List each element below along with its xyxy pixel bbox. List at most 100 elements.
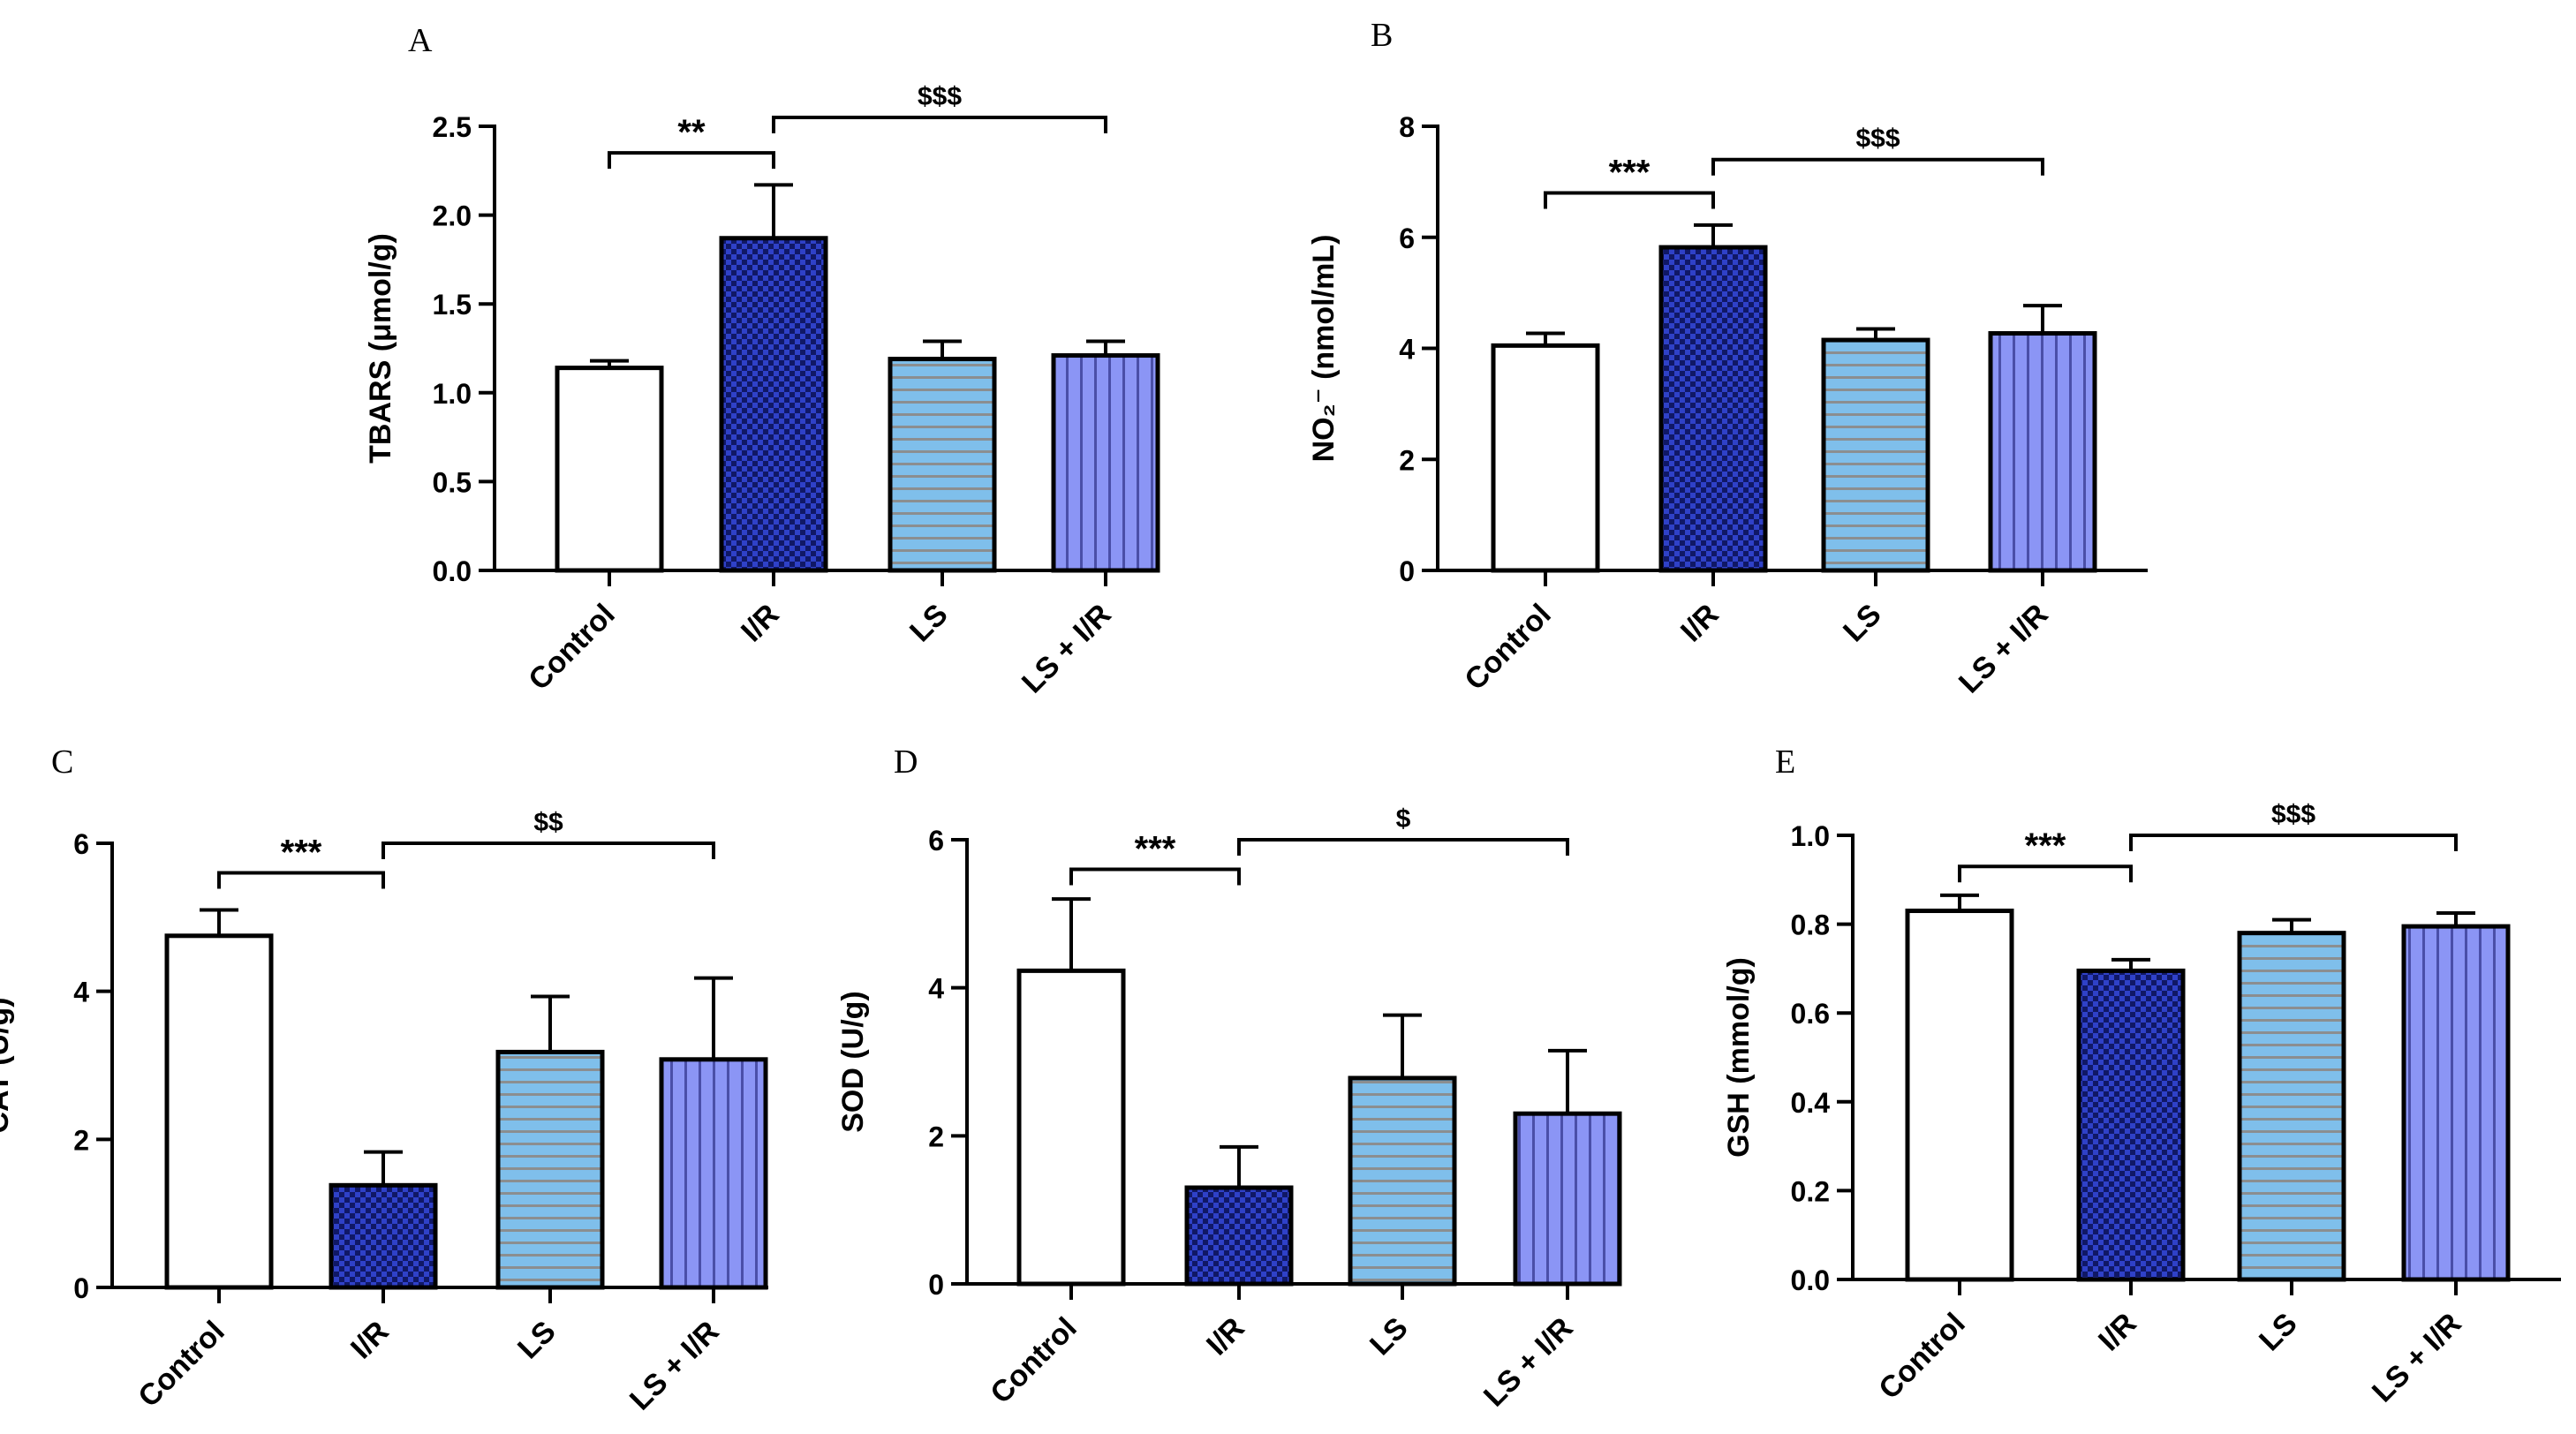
y-tick-label: 4 bbox=[73, 977, 89, 1008]
significance-bracket bbox=[1237, 838, 1569, 856]
bar-ls bbox=[1348, 1076, 1457, 1287]
significance-label: $ bbox=[1396, 804, 1411, 834]
y-tick-label: 0.6 bbox=[1791, 998, 1830, 1030]
y-tick-label: 1.0 bbox=[433, 378, 472, 410]
significance-bracket bbox=[772, 115, 1107, 133]
chart-panel-c: C CAT (U/g) 0 2 4 6 Control I/R LS LS + I/R *** $$ bbox=[0, 743, 768, 1416]
significance-bracket bbox=[1069, 867, 1241, 886]
chart-panel-d: D SOD (U/g) 0 2 4 6 Control I/R LS LS + I/R *** $ bbox=[836, 743, 1622, 1414]
x-tick-label: I/R bbox=[2092, 1307, 2143, 1358]
y-tick-label: 0.0 bbox=[433, 555, 472, 587]
panel-label: E bbox=[1775, 743, 1795, 781]
y-tick-label: 4 bbox=[928, 973, 944, 1005]
significance-label: $$ bbox=[533, 808, 563, 837]
bar-control bbox=[555, 366, 664, 573]
bar-ls-i-r bbox=[2401, 924, 2511, 1282]
significance-bracket bbox=[1958, 864, 2133, 883]
significance-bracket bbox=[217, 871, 385, 889]
bar-ls-i-r bbox=[1051, 353, 1160, 573]
y-tick-label: 1.0 bbox=[1791, 820, 1830, 852]
bar-ls-i-r bbox=[659, 1057, 768, 1290]
y-axis-label: GSH (mmol/g) bbox=[1722, 957, 1756, 1158]
significance-label: ** bbox=[677, 113, 706, 152]
x-tick-label: I/R bbox=[1200, 1311, 1251, 1362]
y-tick-label: 2 bbox=[73, 1124, 89, 1156]
significance-label: $$$ bbox=[2271, 800, 2315, 829]
bar-i-r bbox=[329, 1182, 438, 1290]
bar-i-r bbox=[1658, 245, 1768, 573]
y-tick-label: 0 bbox=[73, 1272, 89, 1304]
x-tick-label: LS + I/R bbox=[1477, 1311, 1580, 1414]
significance-bracket bbox=[608, 151, 775, 170]
x-tick-label: LS bbox=[1837, 598, 1888, 649]
chart-panel-e: E GSH (mmol/g) 0.0 0.2 0.4 0.6 0.8 1.0 Control I/… bbox=[1722, 743, 2561, 1408]
significance-label: *** bbox=[2025, 826, 2066, 865]
x-tick-label: I/R bbox=[344, 1315, 396, 1366]
y-tick-label: 1.5 bbox=[433, 289, 472, 321]
x-tick-label: LS bbox=[511, 1315, 563, 1366]
x-tick-label: LS bbox=[903, 598, 955, 649]
x-tick-label: Control bbox=[132, 1315, 230, 1414]
significance-bracket bbox=[1711, 157, 2044, 176]
y-tick-label: 2.0 bbox=[433, 200, 472, 232]
y-tick-label: 2 bbox=[928, 1121, 944, 1152]
x-tick-label: Control bbox=[1872, 1307, 1971, 1406]
y-axis-label: SOD (U/g) bbox=[836, 991, 870, 1133]
bar-i-r bbox=[2076, 968, 2186, 1282]
y-tick-label: 6 bbox=[928, 825, 944, 857]
x-tick-label: Control bbox=[1458, 598, 1557, 697]
significance-bracket bbox=[381, 842, 715, 859]
y-tick-label: 4 bbox=[1399, 334, 1415, 366]
y-tick-label: 0.2 bbox=[1791, 1175, 1830, 1207]
x-tick-label: I/R bbox=[735, 598, 786, 649]
bar-ls bbox=[495, 1049, 605, 1290]
significance-label: $$$ bbox=[918, 82, 962, 111]
y-tick-label: 6 bbox=[1399, 223, 1415, 254]
panel-label: C bbox=[51, 743, 73, 781]
y-axis-label: CAT (U/g) bbox=[0, 997, 15, 1133]
x-tick-label: LS + I/R bbox=[1953, 598, 2055, 700]
significance-label: *** bbox=[1609, 153, 1651, 192]
y-tick-label: 6 bbox=[73, 828, 89, 860]
y-tick-label: 0 bbox=[1399, 555, 1415, 587]
bar-control bbox=[1905, 909, 2014, 1282]
y-tick-label: 0.4 bbox=[1791, 1087, 1831, 1119]
y-tick-label: 0 bbox=[928, 1269, 944, 1301]
y-tick-label: 0.0 bbox=[1791, 1264, 1830, 1296]
x-tick-label: Control bbox=[984, 1311, 1083, 1410]
bar-ls bbox=[1821, 337, 1930, 573]
significance-bracket bbox=[2129, 834, 2458, 851]
bar-ls bbox=[888, 357, 997, 573]
y-axis-label: NO₂⁻ (nmol/mL) bbox=[1307, 235, 1341, 463]
x-tick-label: LS bbox=[2253, 1307, 2304, 1358]
bar-ls-i-r bbox=[1513, 1111, 1622, 1287]
y-tick-label: 2 bbox=[1399, 444, 1415, 476]
x-tick-label: LS + I/R bbox=[623, 1315, 726, 1417]
y-tick-label: 0.8 bbox=[1791, 909, 1830, 941]
bar-control bbox=[164, 933, 274, 1290]
panel-label: B bbox=[1371, 17, 1393, 54]
significance-bracket bbox=[1544, 191, 1715, 209]
significance-label: *** bbox=[281, 834, 322, 872]
x-tick-label: LS + I/R bbox=[2366, 1307, 2468, 1409]
chart-panel-b: B NO₂⁻ (nmol/mL) 0 2 4 6 8 Control I/R LS LS + I/R… bbox=[1307, 17, 2148, 699]
x-tick-label: LS bbox=[1364, 1311, 1415, 1362]
bar-control bbox=[1491, 343, 1600, 573]
chart-panel-a: A TBARS (μmol/g) 0.0 0.5 1.0 1.5 2.0 2.5 Control… bbox=[364, 22, 1160, 700]
bar-i-r bbox=[719, 236, 828, 573]
bar-control bbox=[1016, 968, 1126, 1287]
bar-i-r bbox=[1184, 1185, 1294, 1287]
y-axis-label: TBARS (μmol/g) bbox=[364, 233, 397, 464]
significance-label: *** bbox=[1135, 830, 1176, 869]
x-tick-label: LS + I/R bbox=[1016, 598, 1118, 700]
y-tick-label: 0.5 bbox=[433, 466, 472, 498]
y-tick-label: 8 bbox=[1399, 111, 1415, 143]
x-tick-label: Control bbox=[522, 598, 621, 697]
bar-ls-i-r bbox=[1988, 331, 2097, 573]
x-tick-label: I/R bbox=[1674, 598, 1726, 649]
y-tick-label: 2.5 bbox=[433, 111, 472, 143]
panel-label: A bbox=[408, 22, 433, 59]
panel-label: D bbox=[894, 743, 918, 781]
bar-ls bbox=[2237, 931, 2346, 1282]
